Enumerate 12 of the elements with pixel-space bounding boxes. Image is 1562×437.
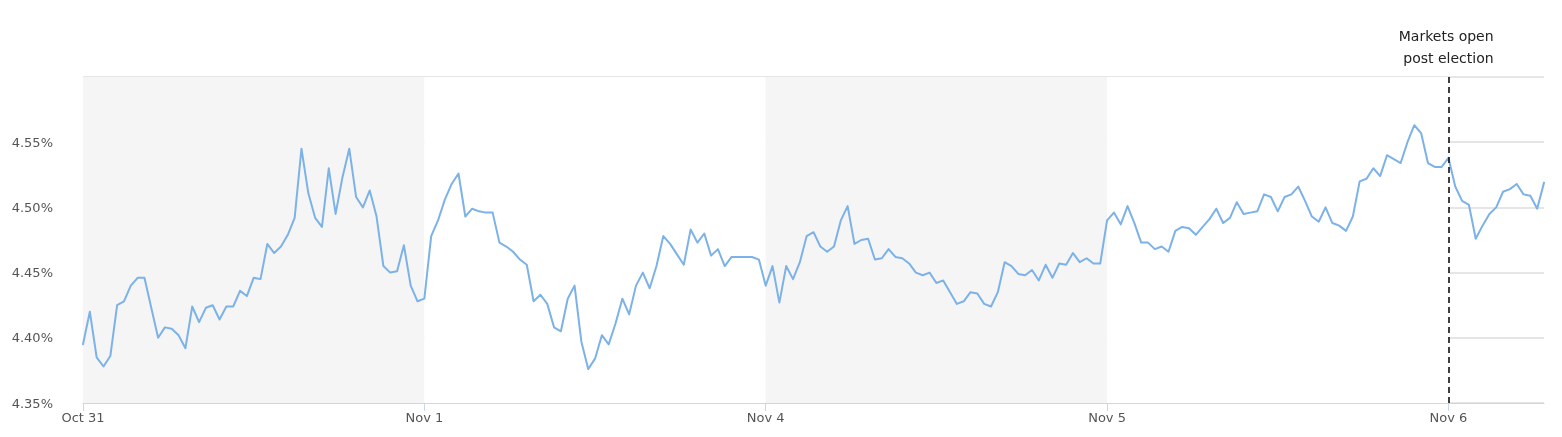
y-tick-label: 4.55% bbox=[11, 134, 53, 150]
y-tick-label: 4.45% bbox=[11, 265, 53, 281]
x-tick-label: Nov 6 bbox=[1429, 410, 1468, 425]
x-tick-label: Oct 31 bbox=[61, 410, 105, 425]
y-tick-label: 4.35% bbox=[11, 395, 53, 411]
x-tick-label: Nov 1 bbox=[405, 410, 444, 425]
y-tick-label: 4.40% bbox=[11, 330, 53, 346]
line-series bbox=[82, 124, 1545, 371]
y-tick-label: 4.50% bbox=[11, 199, 53, 215]
x-tick-label: Nov 4 bbox=[746, 410, 785, 425]
ref-line-label: Markets open post election bbox=[1398, 28, 1499, 66]
x-tick-label: Nov 5 bbox=[1088, 410, 1126, 425]
